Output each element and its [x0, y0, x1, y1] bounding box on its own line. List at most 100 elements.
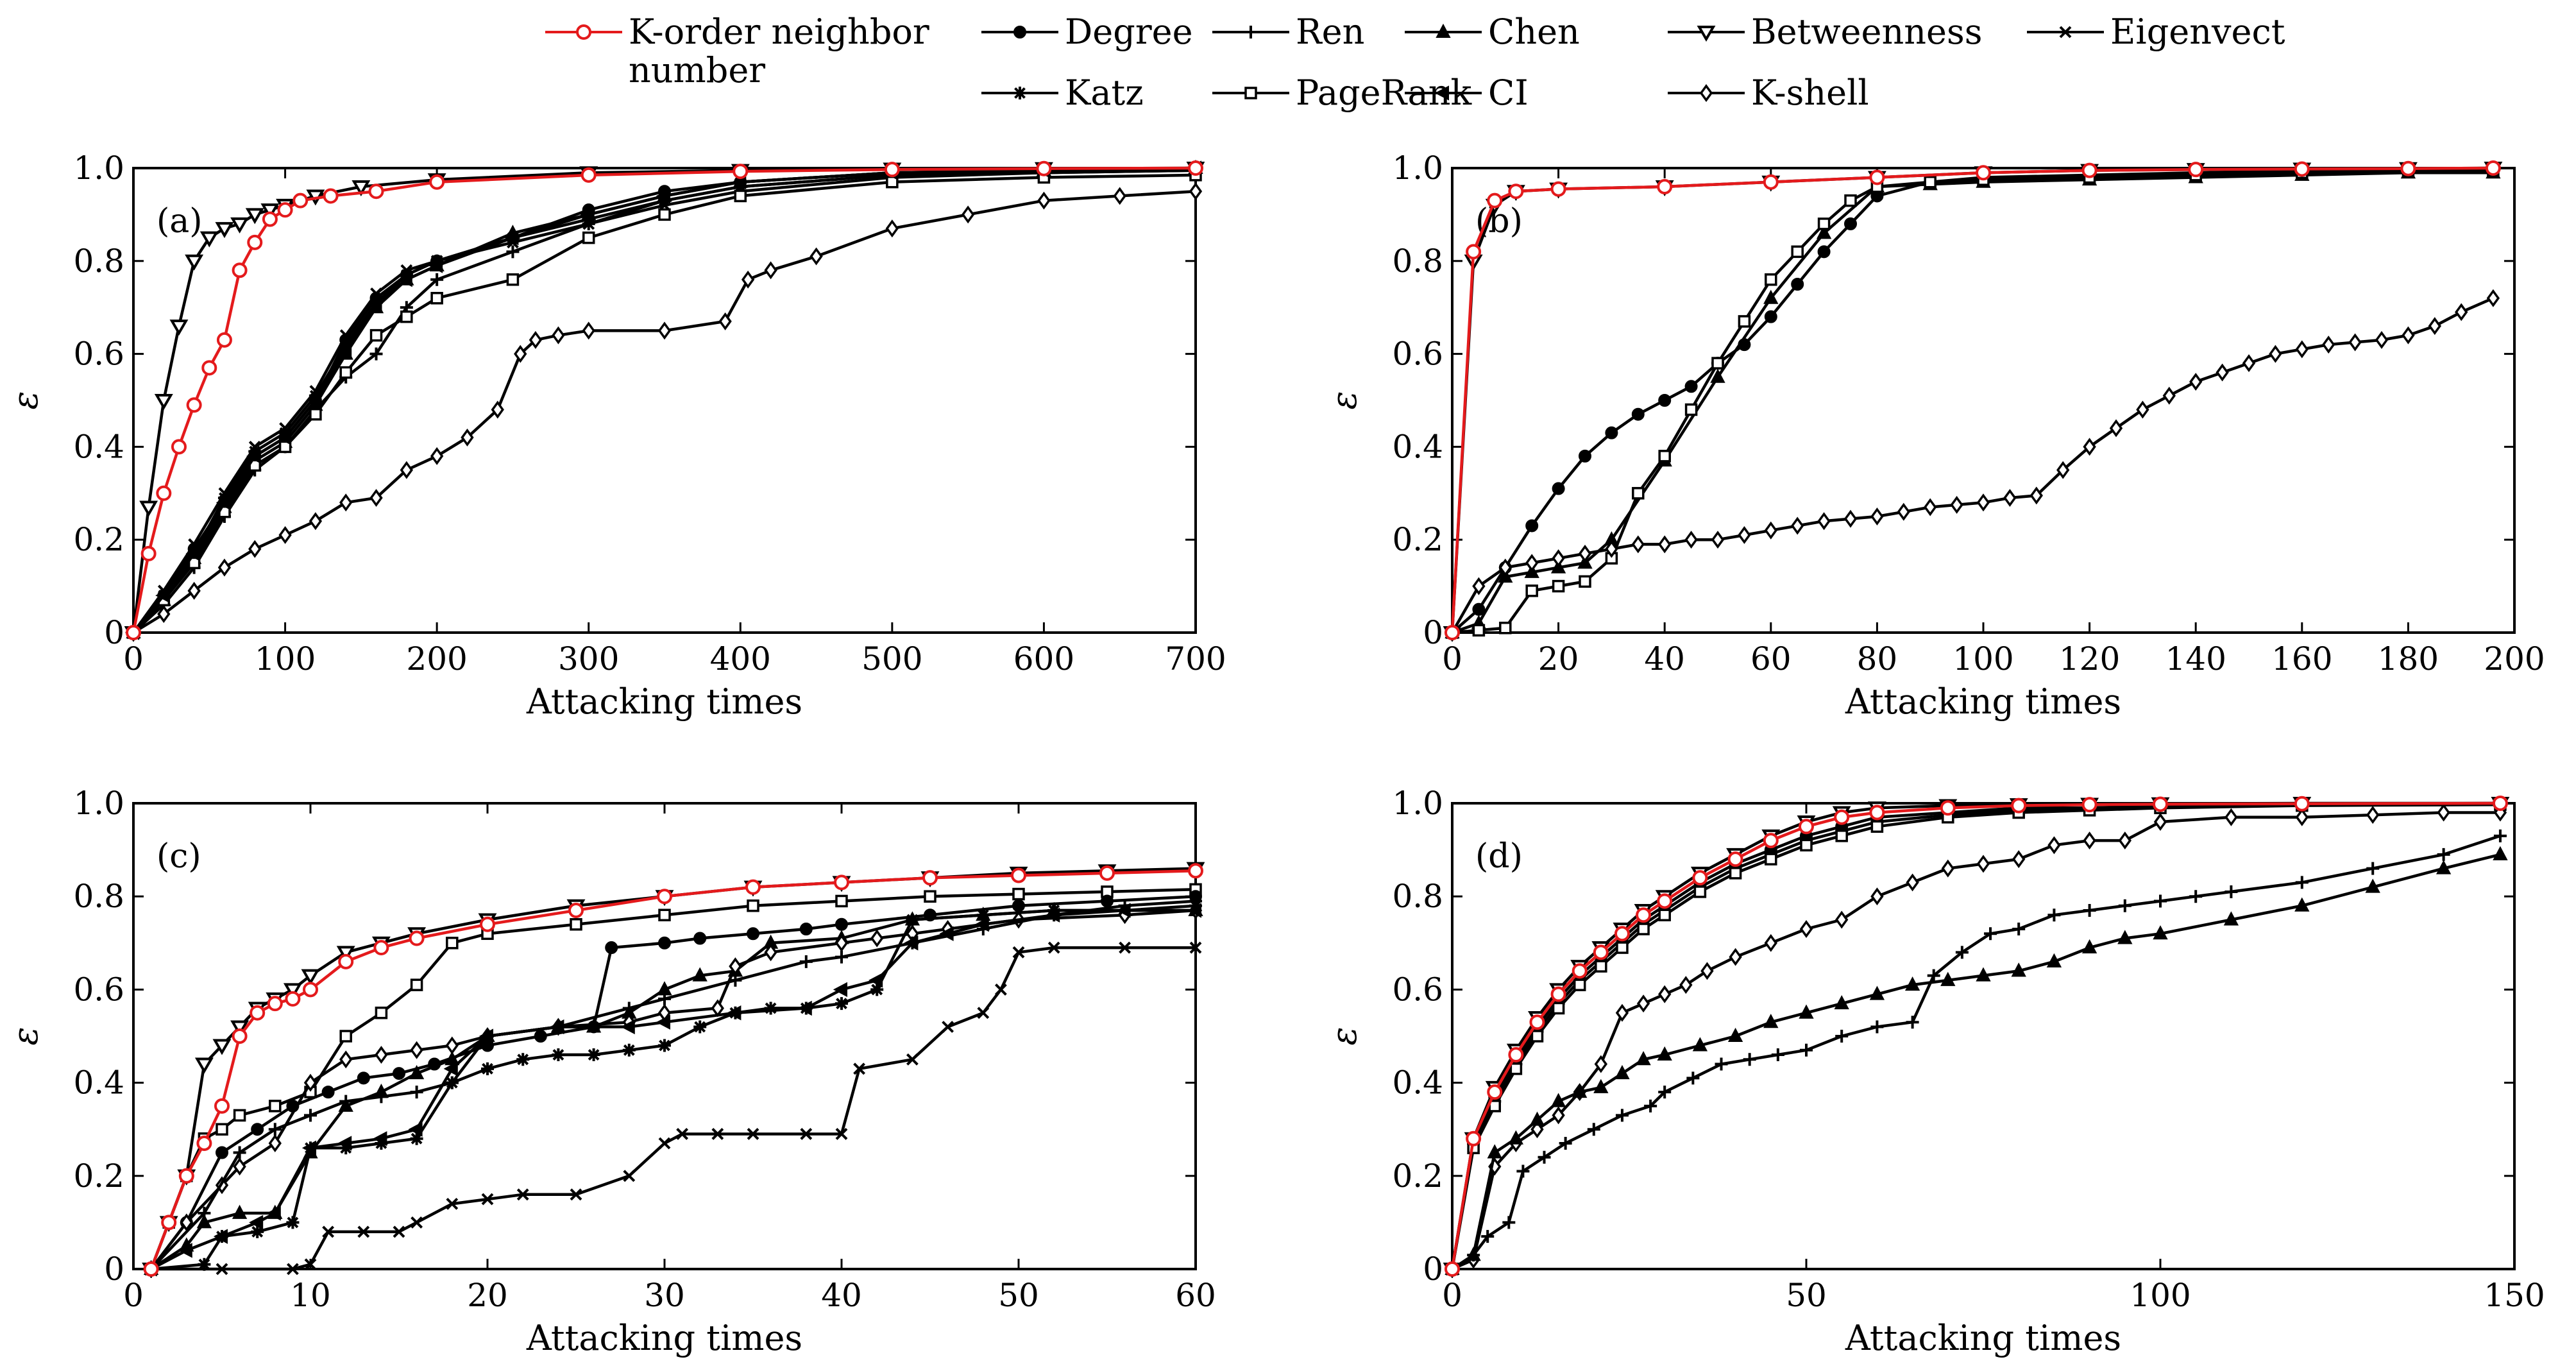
y-tick-label: 0.6 [73, 971, 124, 1008]
y-tick-label: 0.4 [1392, 428, 1443, 465]
data-point [268, 1134, 282, 1152]
plot-frame [132, 167, 1197, 634]
x-tick-label: 40 [821, 1277, 862, 1314]
data-point [245, 208, 264, 225]
data-point [2083, 831, 2096, 850]
data-point [658, 992, 671, 1005]
data-point [1559, 1136, 1572, 1150]
y-axis-title: ε [1324, 1027, 1364, 1046]
data-point [2493, 829, 2507, 842]
data-point [352, 180, 371, 196]
data-point [1593, 944, 1609, 960]
legend-label: K-shell [1751, 72, 1869, 113]
series-k-order-neighbor-number [143, 863, 1203, 1277]
data-point [582, 231, 595, 244]
series-line [1451, 834, 2501, 1270]
data-point [216, 1263, 228, 1275]
data-point [1763, 174, 1779, 190]
data-point [481, 1193, 494, 1206]
data-point [2485, 160, 2501, 176]
data-point [506, 273, 520, 286]
legend-marker [1244, 26, 1257, 38]
chart-panel-a: 0 100 200 300 400 500 600 700 0 0.2 0.4 0.6 0.8 1.0 At… [5, 149, 1226, 722]
data-point [884, 162, 900, 178]
data-point [309, 407, 322, 421]
data-point [338, 953, 354, 969]
legend-marker [1699, 84, 1713, 102]
series-eigenvect [145, 941, 1202, 1275]
data-point [1605, 540, 1618, 558]
x-tick-label: 20 [1538, 640, 1579, 678]
data-point [977, 1007, 990, 1019]
data-point [409, 930, 425, 946]
data-point [1844, 194, 1857, 207]
data-point [534, 1030, 547, 1043]
data-point [1636, 1051, 1651, 1066]
data-point [1579, 575, 1591, 588]
data-point [1614, 926, 1630, 942]
data-point [1976, 967, 1991, 982]
data-point [233, 1157, 246, 1176]
data-point [157, 605, 171, 624]
data-point [994, 983, 1007, 996]
data-point [1738, 315, 1751, 328]
data-point [260, 203, 280, 220]
data-point [278, 426, 292, 439]
data-point [1791, 245, 1804, 259]
data-point [393, 1225, 405, 1238]
series-pagerank [127, 169, 1202, 639]
data-point [1799, 819, 1814, 835]
data-point [800, 1128, 813, 1140]
data-point [693, 932, 707, 945]
data-point [764, 261, 777, 280]
data-point [2081, 797, 2097, 813]
data-point [368, 183, 384, 200]
data-point [213, 1229, 228, 1244]
x-tick-label: 150 [2484, 1277, 2545, 1314]
x-tick-label: 30 [644, 1277, 685, 1314]
x-tick-label: 180 [2378, 640, 2439, 678]
data-point [161, 1215, 177, 1231]
data-point [339, 338, 353, 352]
data-point [961, 205, 975, 224]
data-point [745, 879, 761, 895]
series-k-order-neighbor-number [126, 160, 1203, 640]
data-point [1615, 1109, 1629, 1122]
series-betweenness [1443, 162, 2503, 642]
data-point [1595, 960, 1607, 973]
data-point [869, 973, 883, 988]
data-point [1658, 908, 1671, 921]
data-point [285, 991, 301, 1007]
data-point [1835, 1030, 1849, 1043]
data-point [461, 428, 474, 447]
data-point [278, 525, 292, 544]
data-point [2189, 373, 2203, 391]
series-line [149, 869, 1196, 1270]
data-point [339, 1050, 353, 1069]
data-point [2153, 813, 2167, 831]
data-point [1765, 853, 1777, 865]
data-point [1572, 1083, 1588, 1098]
data-point [1686, 1071, 1700, 1085]
data-point [2154, 894, 2167, 908]
data-point [1036, 160, 1052, 176]
data-point [2056, 461, 2070, 479]
data-point [1552, 549, 1565, 568]
data-point [2365, 878, 2380, 893]
data-point [1498, 558, 1512, 577]
data-point [1904, 976, 1920, 991]
data-point [2295, 808, 2309, 826]
series-chen [143, 901, 1203, 1275]
data-point [323, 188, 339, 204]
data-point [339, 493, 353, 512]
data-point [658, 194, 671, 207]
data-point [369, 328, 383, 342]
y-tick-label: 0.6 [1392, 971, 1443, 1008]
data-point [322, 1225, 335, 1238]
data-point [1817, 245, 1831, 259]
data-point [657, 889, 672, 905]
data-point [1616, 941, 1629, 954]
data-point [833, 982, 847, 998]
x-tick-label: 0 [123, 640, 144, 678]
series-betweenness [142, 862, 1205, 1278]
